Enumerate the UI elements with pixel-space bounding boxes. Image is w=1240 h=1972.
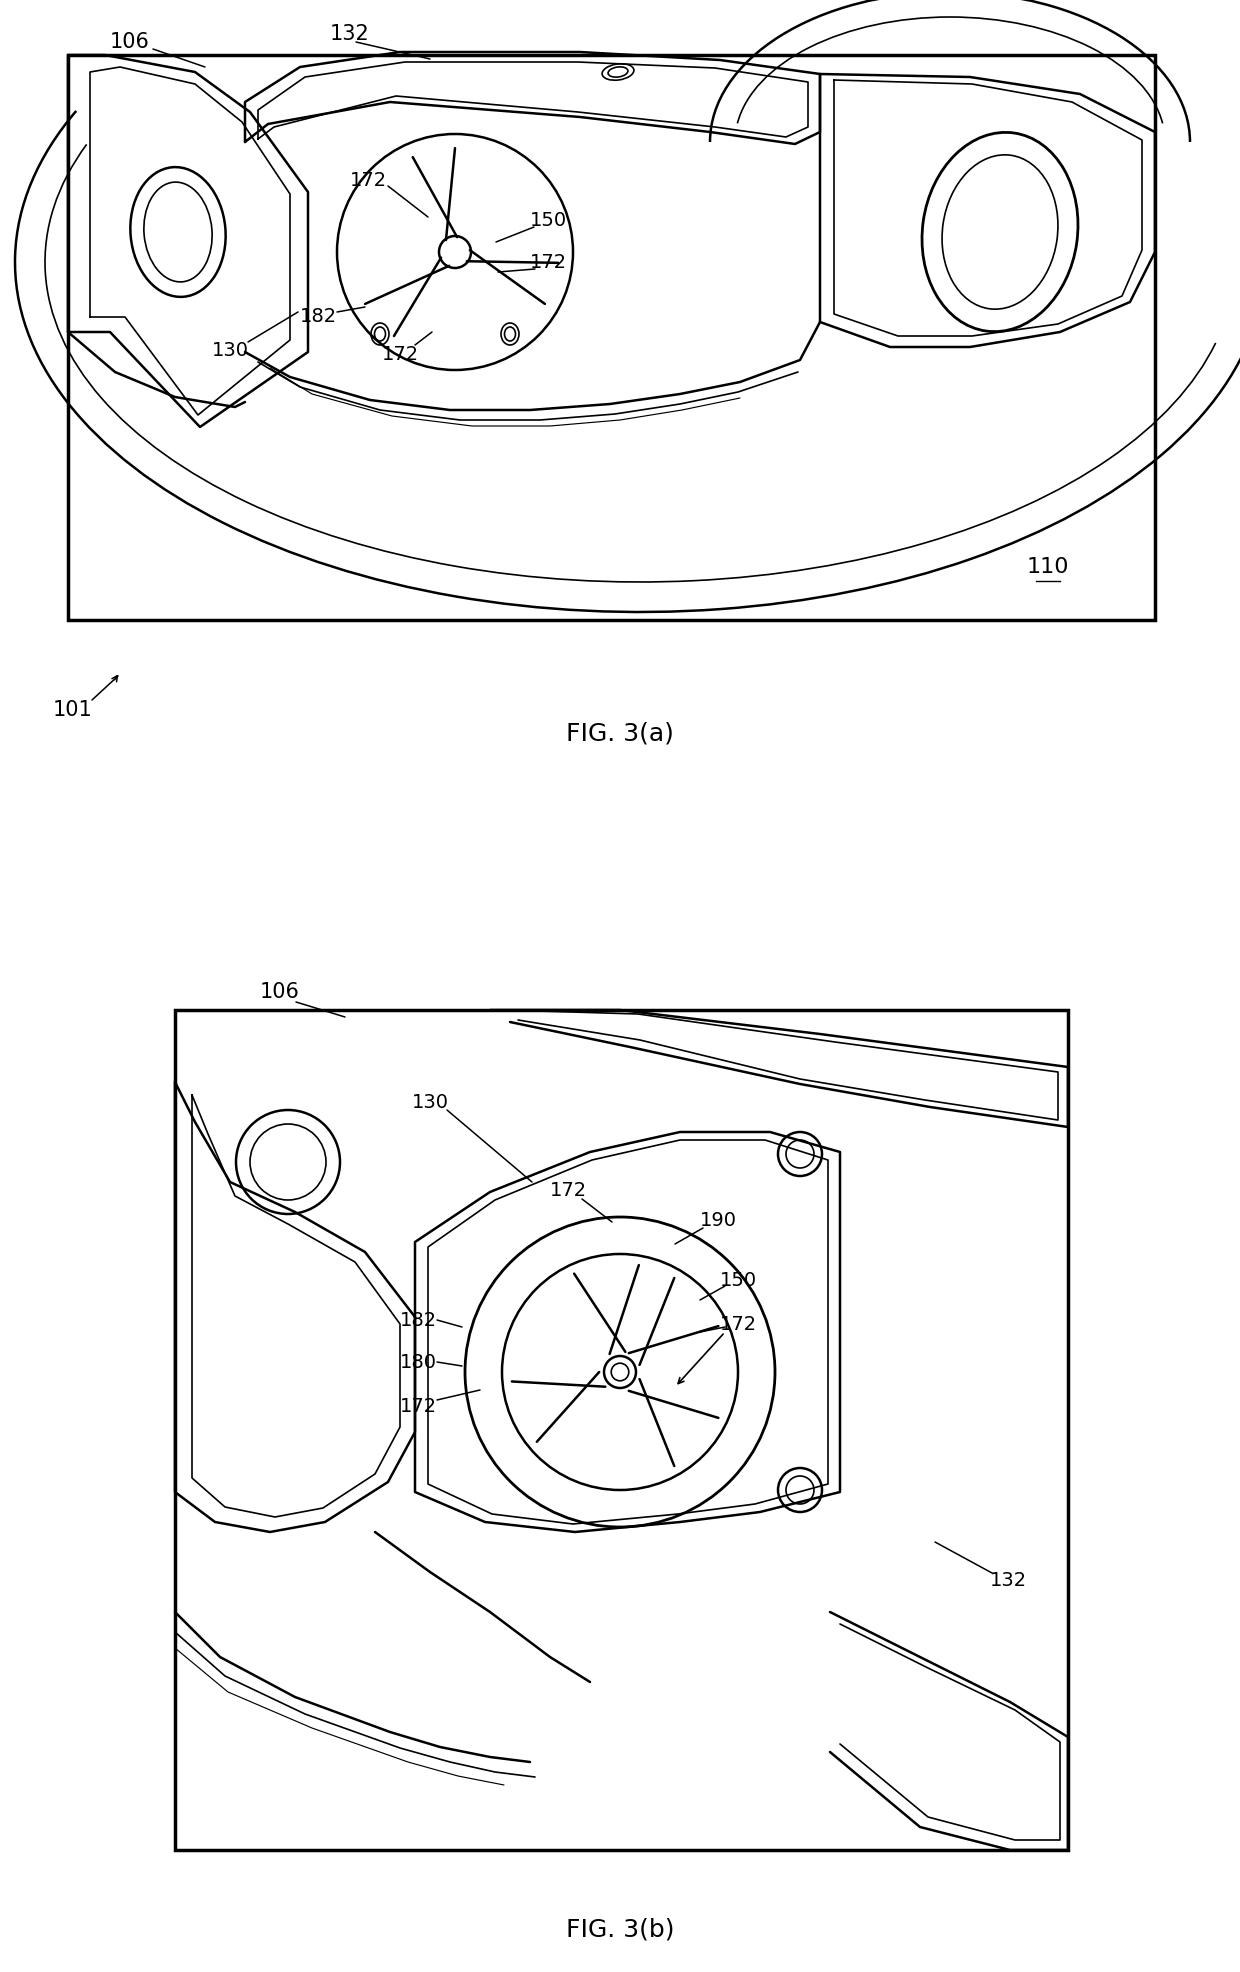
Text: 130: 130 (212, 341, 248, 359)
Text: 101: 101 (53, 700, 93, 720)
Text: FIG. 3(b): FIG. 3(b) (565, 1919, 675, 1942)
Text: 132: 132 (990, 1570, 1027, 1589)
Text: 172: 172 (350, 170, 387, 189)
Text: 172: 172 (399, 1398, 436, 1416)
Text: 106: 106 (260, 982, 300, 1002)
Text: 172: 172 (382, 345, 419, 363)
Text: 150: 150 (529, 211, 567, 229)
Text: 190: 190 (699, 1211, 737, 1229)
Text: 180: 180 (399, 1353, 436, 1371)
Text: 132: 132 (330, 24, 370, 43)
Text: 182: 182 (399, 1311, 436, 1329)
Text: 172: 172 (719, 1315, 756, 1333)
Text: 110: 110 (1027, 556, 1069, 578)
Bar (175, 1010, 1068, 1850)
Text: 182: 182 (299, 308, 336, 327)
Text: FIG. 3(a): FIG. 3(a) (567, 722, 673, 745)
Text: 172: 172 (529, 252, 567, 272)
Bar (68, 55, 1154, 619)
Text: 150: 150 (719, 1270, 756, 1290)
Text: 172: 172 (549, 1181, 587, 1199)
Text: 106: 106 (110, 32, 150, 51)
Text: 130: 130 (412, 1092, 449, 1112)
